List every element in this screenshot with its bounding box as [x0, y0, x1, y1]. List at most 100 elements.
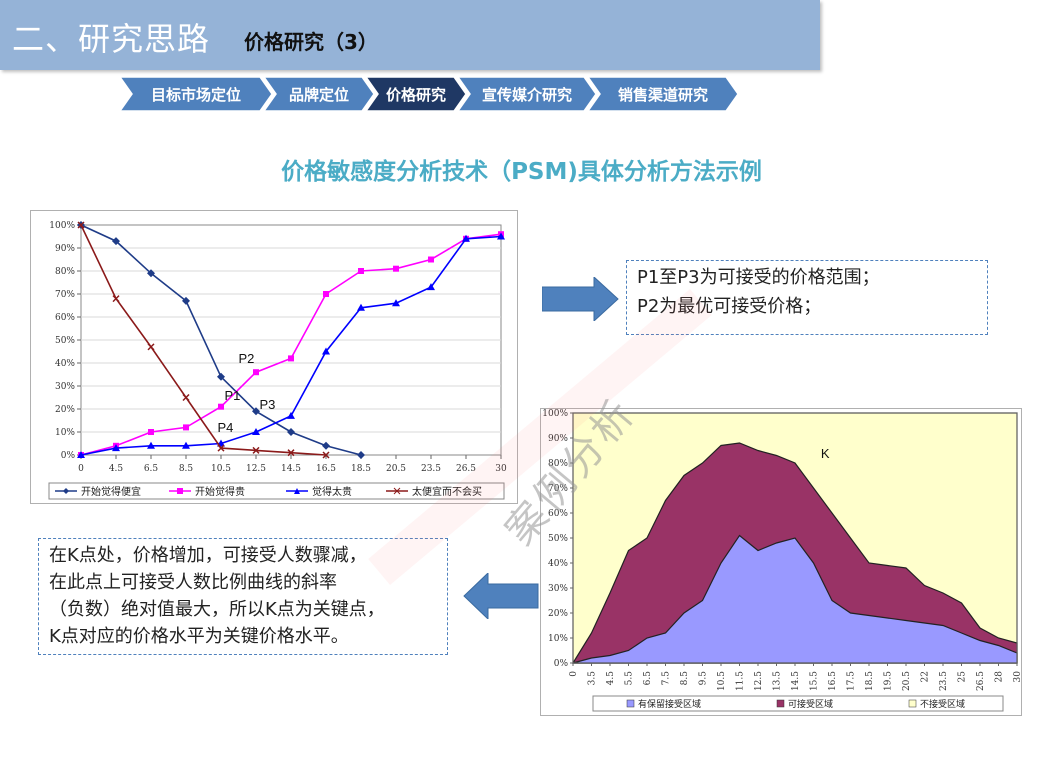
breadcrumb-step[interactable]: 目标市场定位 [120, 77, 272, 111]
x-tick-label: 13.5 [773, 671, 783, 691]
data-point [428, 256, 434, 263]
breadcrumb-step[interactable]: 品牌定位 [264, 77, 374, 111]
legend-swatch [776, 699, 785, 708]
x-tick-label: 10.5 [211, 464, 231, 474]
legend-swatch [908, 699, 917, 708]
y-tick-label: 90% [55, 244, 75, 254]
y-tick-label: 100% [49, 221, 75, 231]
y-tick-label: 40% [548, 559, 568, 569]
x-tick-label: 16.5 [316, 464, 336, 474]
psm-line-chart: 0% 10% 20% 30% 40% 50% 60% 70% 80% 90% 100% 0 4.5 6.5… [30, 210, 518, 504]
data-point [147, 343, 155, 351]
data-point [183, 424, 189, 431]
breadcrumb-label: 品牌定位 [288, 86, 349, 104]
breadcrumb-label: 宣传媒介研究 [481, 86, 572, 104]
data-point [357, 303, 365, 311]
data-point [147, 269, 155, 278]
data-point [462, 234, 470, 242]
data-point [217, 372, 225, 381]
data-point [357, 451, 365, 459]
y-tick-label: 80% [55, 267, 75, 277]
breadcrumb-label: 目标市场定位 [150, 86, 241, 104]
breadcrumb-step[interactable]: 销售渠道研究 [588, 77, 738, 111]
legend-marker [294, 488, 300, 494]
x-tick-label: 4.5 [606, 671, 616, 686]
data-point [287, 428, 295, 436]
data-point [392, 299, 400, 307]
legend-label: 不接受区域 [920, 698, 965, 710]
legend-label: 可接受区域 [788, 698, 833, 710]
k-annotation: K [821, 446, 830, 461]
right-arrow-icon [542, 277, 619, 321]
y-tick-label: 40% [55, 359, 75, 369]
x-tick-label: 6.5 [144, 464, 159, 474]
data-point [322, 347, 330, 355]
x-tick-label: 18.5 [865, 671, 875, 691]
x-tick-label: 25 [958, 671, 968, 683]
y-tick-label: 100% [542, 409, 568, 419]
y-tick-label: 50% [55, 336, 75, 346]
x-tick-label: 30 [1013, 671, 1021, 683]
data-point [287, 411, 295, 419]
legend-marker [393, 487, 401, 495]
x-tick-label: 23.5 [421, 464, 441, 474]
y-tick-label: 80% [548, 459, 568, 469]
data-point [147, 441, 155, 449]
acceptance-area-chart: 0% 10% 20% 30% 40% 50% 60% 70% 80% 90% 100% 0 3.5 4.5… [540, 408, 1022, 716]
page-heading: 价格敏感度分析技术（PSM)具体分析方法示例 [281, 159, 762, 185]
data-point [217, 444, 225, 452]
x-tick-label: 6.5 [643, 671, 653, 686]
data-point [323, 291, 329, 297]
y-tick-label: 0% [554, 659, 569, 669]
breadcrumb-step[interactable]: 宣传媒介研究 [458, 77, 596, 111]
data-point [322, 451, 330, 459]
x-tick-label: 20.5 [902, 671, 912, 691]
note-line: 在K点处，价格增加，可接受人数骤减， [49, 545, 367, 566]
data-point [253, 369, 259, 376]
x-tick-label: 26.5 [456, 464, 476, 474]
data-point [288, 355, 294, 362]
y-tick-label: 20% [548, 609, 568, 619]
data-point [77, 451, 85, 458]
x-tick-label: 0 [78, 464, 84, 474]
data-point [252, 407, 260, 416]
data-point [148, 429, 154, 435]
area-series [572, 534, 1018, 664]
y-tick-label: 10% [55, 428, 75, 438]
data-point [322, 441, 330, 450]
legend-label: 开始觉得贵 [195, 485, 245, 498]
legend-label: 觉得太贵 [312, 485, 352, 498]
y-tick-label: 90% [548, 434, 568, 444]
y-tick-label: 70% [55, 290, 75, 300]
legend-swatch [626, 699, 635, 708]
data-point [182, 441, 190, 449]
note-line: K点对应的价格水平为关键价格水平。 [49, 626, 349, 647]
x-tick-label: 20.5 [386, 464, 406, 474]
data-point [427, 283, 435, 291]
point-annotation: P1 [225, 388, 241, 403]
data-point [358, 268, 364, 274]
data-point [393, 265, 399, 272]
note-line: P1至P3为可接受的价格范围； [637, 267, 880, 288]
breadcrumb-label: 销售渠道研究 [617, 86, 708, 104]
data-point [112, 237, 120, 246]
data-point [182, 296, 190, 305]
point-annotation: P3 [260, 397, 276, 412]
x-tick-label: 18.5 [351, 464, 371, 474]
point-annotation: P4 [218, 420, 234, 435]
data-point [287, 449, 295, 457]
series-line [80, 224, 327, 456]
x-tick-label: 14.5 [281, 464, 301, 474]
legend [48, 482, 505, 500]
breadcrumb-step[interactable]: 价格研究 [366, 77, 466, 111]
x-tick-label: 30 [495, 464, 507, 474]
y-tick-label: 20% [55, 405, 75, 415]
y-tick-label: 30% [55, 382, 75, 392]
section-title: 二、研究思路 [12, 20, 211, 58]
y-tick-label: 30% [548, 584, 568, 594]
x-tick-label: 26.5 [976, 671, 986, 691]
x-tick-label: 15.5 [810, 671, 820, 691]
legend [592, 695, 1004, 712]
legend-label: 有保留接受区域 [638, 698, 701, 710]
x-tick-label: 12.5 [754, 671, 764, 691]
